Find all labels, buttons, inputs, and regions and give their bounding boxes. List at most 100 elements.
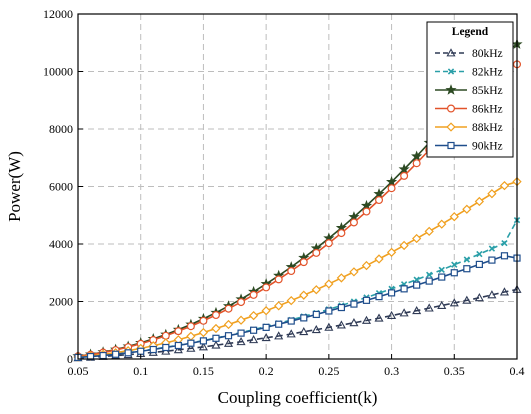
data-point bbox=[186, 331, 196, 341]
data-point bbox=[299, 290, 309, 300]
data-point bbox=[386, 176, 398, 187]
data-point bbox=[287, 267, 296, 276]
data-point bbox=[411, 150, 423, 162]
data-point bbox=[488, 256, 496, 264]
data-point bbox=[325, 307, 333, 315]
data-point bbox=[450, 269, 458, 277]
data-point bbox=[211, 340, 221, 349]
x-tick-label: 0.2 bbox=[259, 364, 274, 378]
data-point bbox=[425, 277, 433, 285]
data-point bbox=[324, 279, 334, 289]
data-point bbox=[349, 267, 359, 277]
data-point bbox=[475, 260, 483, 269]
data-point bbox=[162, 343, 170, 352]
data-point bbox=[387, 184, 396, 193]
data-point bbox=[248, 310, 259, 321]
data-point bbox=[362, 296, 371, 304]
legend-label: 82kHz bbox=[472, 67, 503, 79]
data-point bbox=[462, 204, 472, 214]
legend-marker bbox=[447, 104, 456, 113]
legend-items: 80kHz 82kHz 85kHz 86kHz 88kHz 90kHz bbox=[435, 48, 503, 153]
data-point bbox=[286, 295, 296, 306]
x-tick-label: 0.35 bbox=[444, 364, 465, 378]
legend-label: 86kHz bbox=[472, 104, 503, 116]
data-point bbox=[499, 287, 509, 296]
y-tick-label: 2000 bbox=[49, 295, 73, 309]
data-point bbox=[174, 327, 183, 336]
data-point bbox=[187, 339, 195, 347]
data-point bbox=[336, 273, 347, 283]
y-tick-label: 0 bbox=[67, 352, 73, 366]
data-point bbox=[211, 323, 221, 334]
legend-title: Legend bbox=[452, 26, 489, 38]
data-point bbox=[198, 342, 208, 351]
data-point bbox=[462, 295, 472, 304]
data-point bbox=[386, 247, 397, 257]
legend-label: 88kHz bbox=[472, 122, 503, 134]
data-point bbox=[223, 319, 234, 330]
data-point bbox=[361, 260, 372, 271]
legend-marker bbox=[447, 68, 455, 75]
data-point bbox=[424, 303, 434, 312]
data-point bbox=[400, 171, 409, 180]
data-point bbox=[449, 212, 459, 222]
legend-marker bbox=[446, 122, 456, 132]
data-point bbox=[463, 265, 471, 273]
data-point bbox=[186, 343, 196, 352]
data-point bbox=[186, 322, 195, 331]
data-point bbox=[149, 345, 157, 354]
data-point bbox=[413, 281, 421, 289]
data-point bbox=[474, 293, 484, 302]
data-point bbox=[399, 308, 409, 317]
data-point bbox=[350, 300, 358, 308]
data-point bbox=[198, 327, 209, 338]
legend-entry-85kHz: 85kHz bbox=[435, 84, 503, 97]
series-line bbox=[77, 219, 518, 359]
data-point bbox=[437, 219, 447, 229]
y-tick-label: 10000 bbox=[43, 65, 73, 79]
data-point bbox=[349, 318, 359, 327]
data-point bbox=[387, 289, 396, 297]
data-point bbox=[237, 329, 245, 337]
data-point bbox=[375, 196, 384, 205]
data-point bbox=[337, 303, 345, 312]
series-90kHz bbox=[74, 252, 521, 362]
data-point bbox=[324, 239, 333, 248]
data-point bbox=[274, 331, 284, 340]
data-point bbox=[399, 240, 409, 251]
data-point bbox=[236, 315, 246, 325]
legend-marker bbox=[445, 84, 457, 95]
data-point bbox=[249, 335, 259, 344]
data-point bbox=[438, 273, 446, 281]
data-point bbox=[299, 326, 309, 336]
y-tick-label: 4000 bbox=[49, 237, 73, 251]
data-point bbox=[437, 300, 447, 309]
data-point bbox=[224, 304, 233, 313]
data-point bbox=[211, 311, 220, 320]
data-point bbox=[124, 349, 132, 357]
legend-entry-88kHz: 88kHz bbox=[435, 122, 503, 134]
data-point bbox=[300, 314, 308, 322]
data-point bbox=[375, 293, 383, 301]
data-point bbox=[274, 275, 283, 284]
data-point bbox=[349, 218, 358, 227]
x-tick-label: 0.25 bbox=[318, 364, 339, 378]
legend-entry-90kHz: 90kHz bbox=[435, 141, 503, 153]
data-point bbox=[199, 316, 208, 325]
data-point bbox=[463, 256, 470, 263]
data-point bbox=[424, 226, 434, 236]
data-point bbox=[488, 245, 496, 252]
data-point bbox=[262, 283, 271, 292]
data-point bbox=[249, 290, 258, 299]
x-tick-label: 0.4 bbox=[510, 364, 525, 378]
data-point bbox=[362, 207, 371, 216]
data-point bbox=[311, 324, 321, 334]
data-point bbox=[275, 320, 283, 328]
data-point bbox=[426, 271, 433, 278]
data-point bbox=[236, 337, 246, 346]
data-point bbox=[223, 338, 234, 347]
legend-marker bbox=[446, 48, 456, 57]
data-point bbox=[374, 254, 384, 264]
data-point bbox=[312, 310, 320, 319]
